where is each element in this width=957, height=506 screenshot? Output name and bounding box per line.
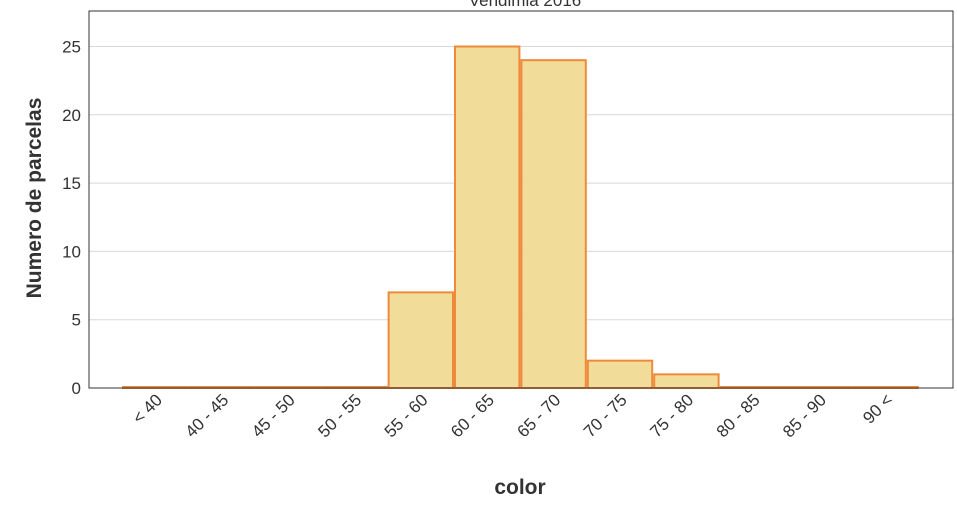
bar-6 [521, 60, 585, 388]
x-tick-label: 75 - 80 [646, 390, 697, 441]
x-axis-title: color [494, 476, 545, 499]
x-tick-label: 45 - 50 [248, 390, 299, 441]
x-tick-label: 40 - 45 [182, 390, 233, 441]
x-tick-label: 80 - 85 [713, 390, 764, 441]
x-tick-label: 90 < [859, 390, 896, 427]
bar-8 [654, 374, 718, 388]
y-tick-label: 15 [62, 174, 81, 193]
x-tick-labels: < 40 40 - 45 45 - 50 50 - 55 55 - 60 60 - 65 6… [129, 390, 897, 441]
bar-7 [588, 361, 652, 388]
y-tick-label: 10 [62, 242, 81, 261]
x-tick-label: 50 - 55 [314, 390, 365, 441]
bar-5 [455, 47, 519, 388]
y-tick-labels: 0 5 10 15 20 25 [62, 38, 81, 398]
x-tick-label: 85 - 90 [779, 390, 830, 441]
x-tick-label: 60 - 65 [447, 390, 498, 441]
y-tick-label: 0 [72, 379, 81, 398]
y-axis-title: Numero de parcelas [23, 98, 46, 299]
bar-4 [389, 292, 453, 388]
x-tick-label: 55 - 60 [381, 390, 432, 441]
chart-title: Vendimia 2016 [469, 0, 581, 10]
bars [123, 47, 918, 388]
x-tick-label: 65 - 70 [514, 390, 565, 441]
y-tick-label: 25 [62, 38, 81, 57]
x-tick-label: < 40 [129, 390, 166, 427]
y-tick-label: 5 [72, 311, 81, 330]
y-tick-label: 20 [62, 106, 81, 125]
x-tick-label: 70 - 75 [580, 390, 631, 441]
